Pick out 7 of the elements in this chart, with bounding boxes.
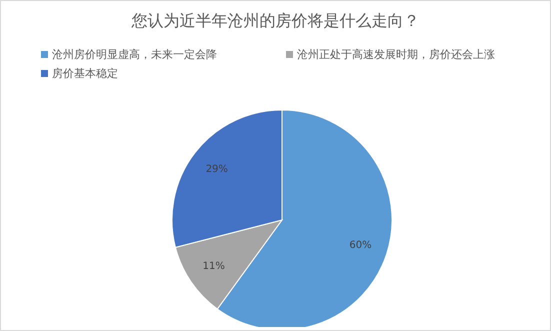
chart-title: 您认为近半年沧州的房价将是什么走向？ — [130, 11, 420, 32]
legend-label: 沧州正处于高速发展时期，房价还会上涨 — [297, 47, 495, 62]
data-label: 11% — [202, 260, 225, 272]
data-label: 29% — [206, 164, 228, 175]
legend-label: 沧州房价明显虚高，未来一定会降 — [52, 47, 217, 62]
legend-label: 房价基本稳定 — [52, 66, 118, 81]
data-label: 60% — [349, 240, 372, 251]
